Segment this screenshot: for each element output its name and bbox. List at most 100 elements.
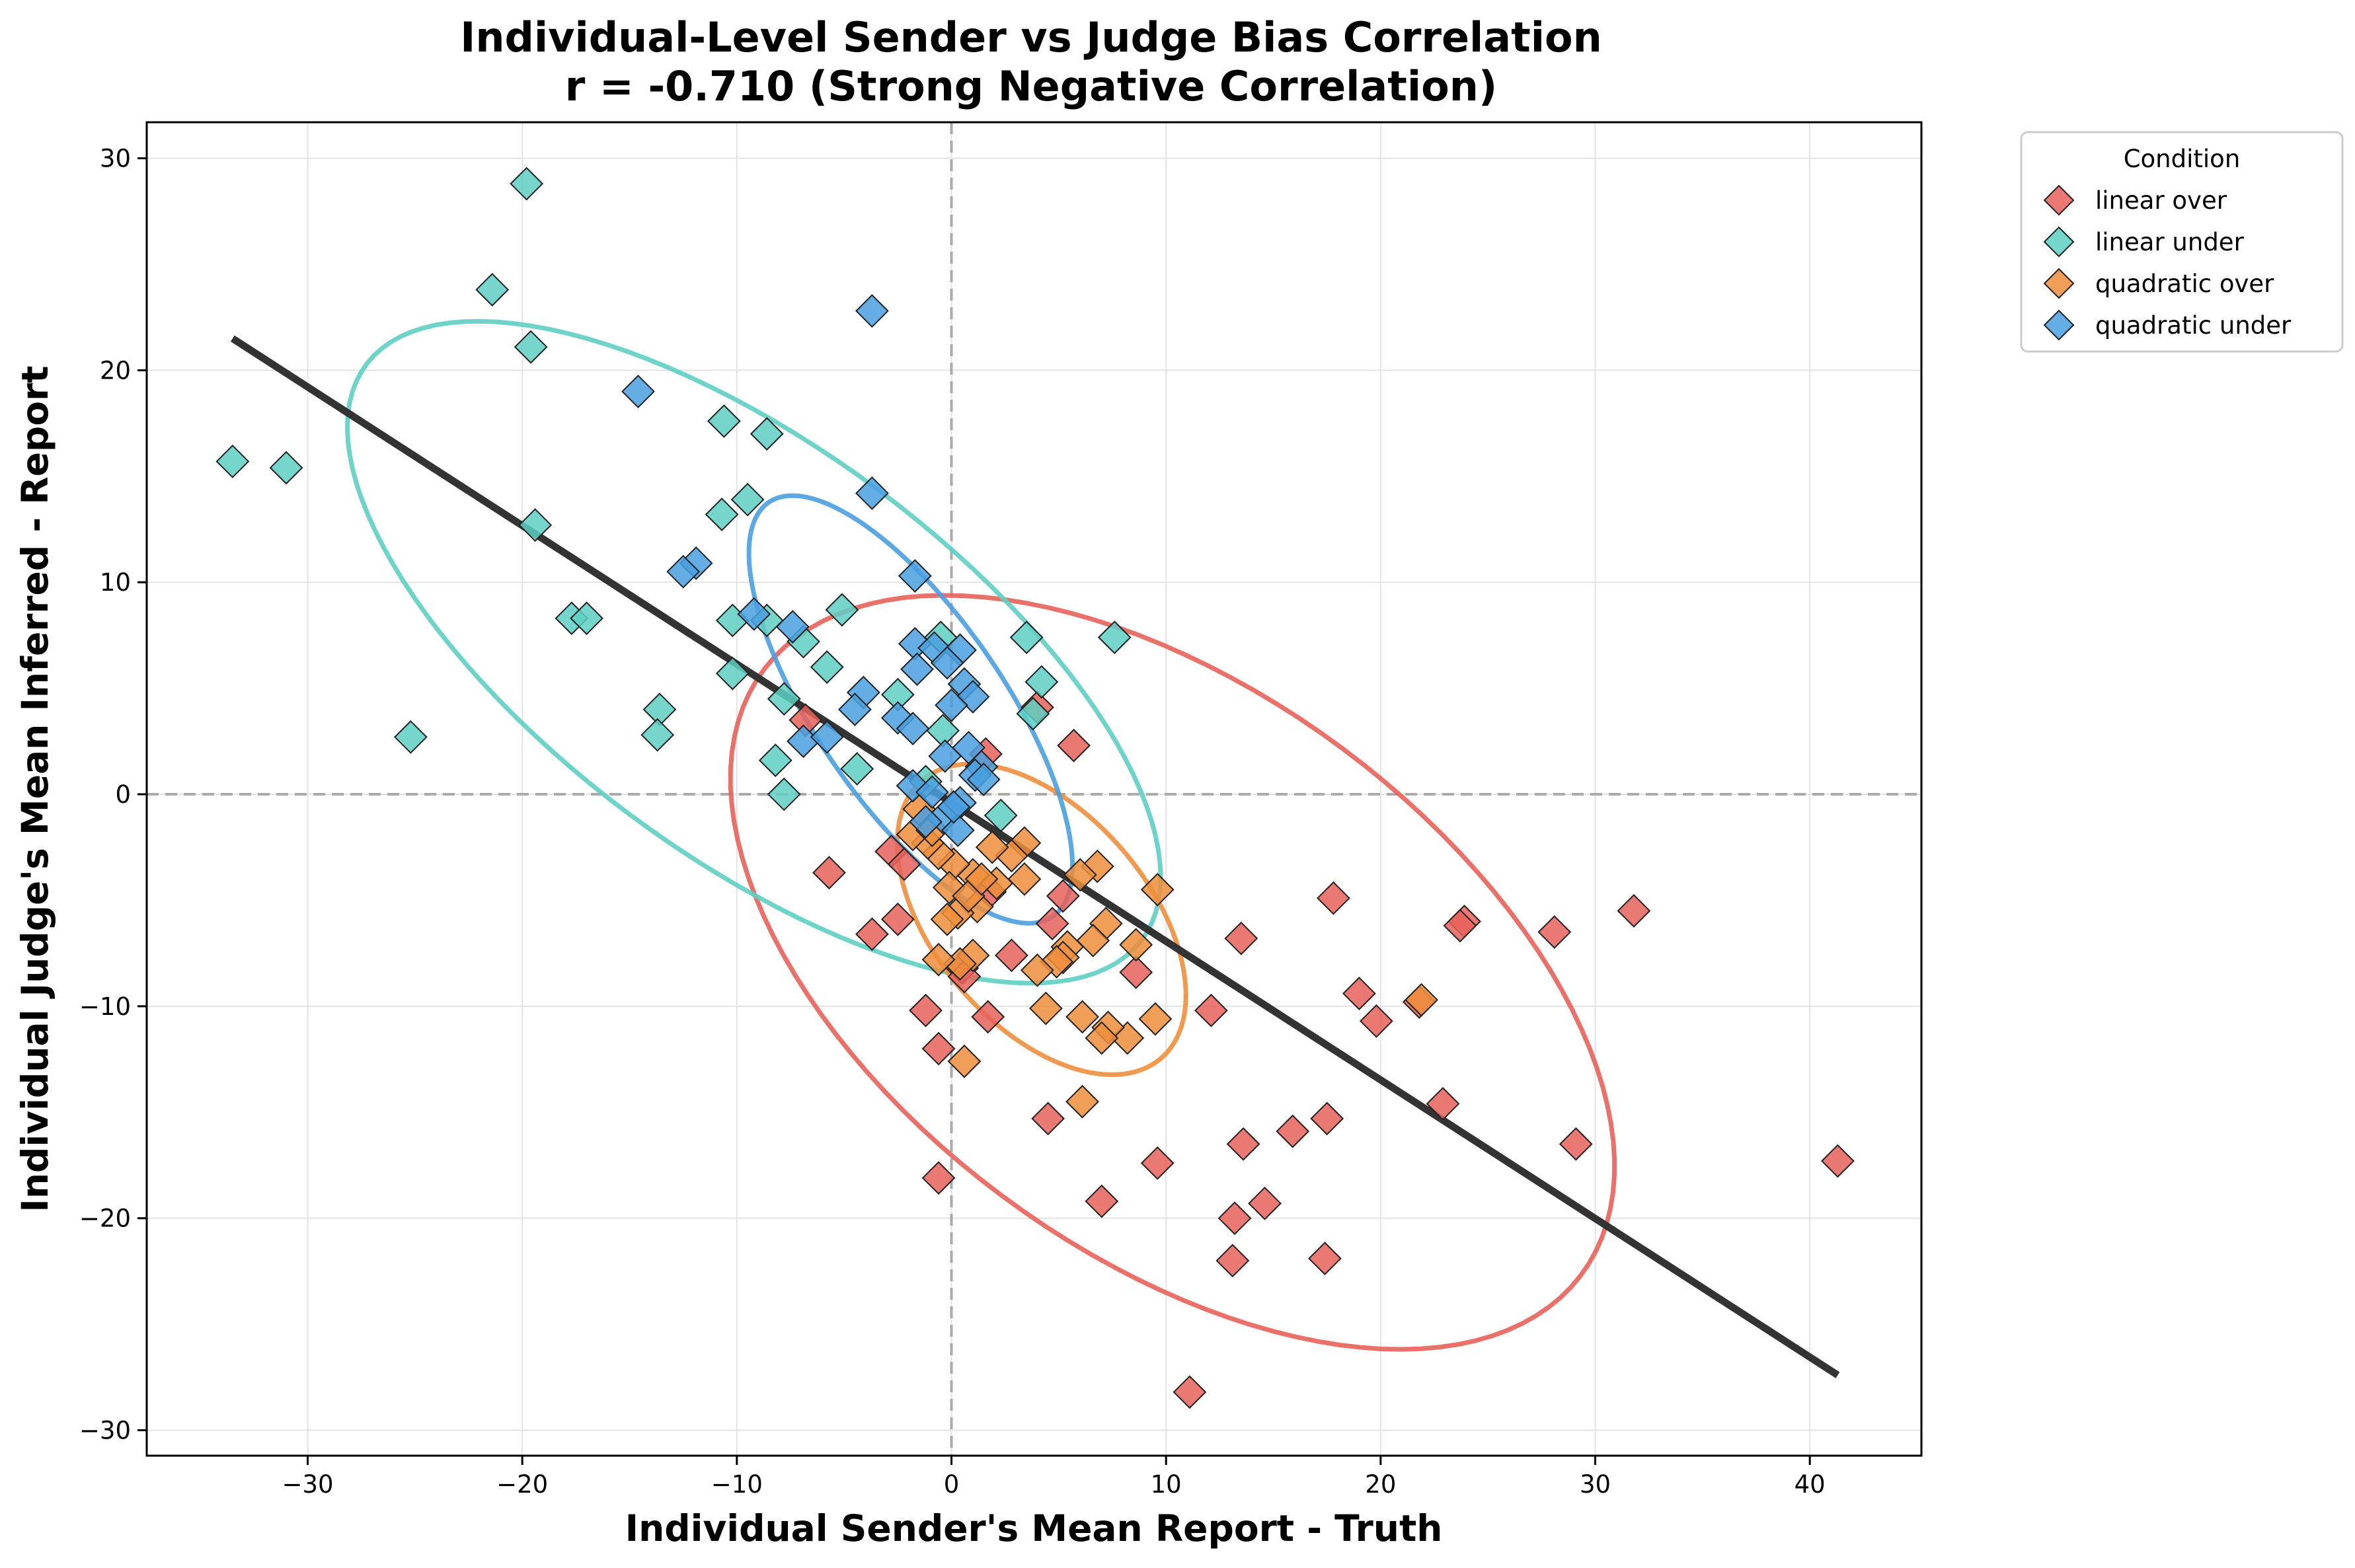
data-point bbox=[928, 739, 962, 773]
data-point bbox=[475, 273, 510, 307]
data-point bbox=[1138, 1002, 1173, 1036]
data-point bbox=[1359, 1004, 1393, 1038]
data-point bbox=[1224, 921, 1258, 955]
legend-marker bbox=[2043, 309, 2075, 341]
legend-item-quadratic-over: quadratic over bbox=[2043, 268, 2274, 299]
legend-marker bbox=[2043, 268, 2075, 299]
legend-label: linear under bbox=[2095, 228, 2245, 256]
grid bbox=[147, 122, 1921, 1456]
y-tick-label: 30 bbox=[100, 145, 131, 173]
data-point bbox=[737, 597, 771, 631]
data-point bbox=[837, 692, 872, 727]
plot-frame bbox=[145, 121, 1923, 1457]
data-point bbox=[921, 1161, 956, 1195]
data-point bbox=[880, 902, 915, 936]
y-tick-label: 20 bbox=[100, 356, 131, 385]
data-point bbox=[750, 417, 784, 451]
data-point bbox=[840, 752, 874, 786]
data-point bbox=[1057, 728, 1091, 763]
axis-ticks: −30 −20 −10 0 10 20 30 40 −30 −20 −10 0 10 20 30 bbox=[79, 145, 1826, 1499]
data-point bbox=[1035, 907, 1069, 941]
data-point bbox=[909, 993, 943, 1027]
legend-label: quadratic over bbox=[2095, 270, 2274, 298]
data-point bbox=[941, 813, 975, 847]
data-point bbox=[1063, 858, 1097, 892]
chart-subtitle: r = -0.710 (Strong Negative Correlation) bbox=[565, 62, 1497, 110]
data-point bbox=[1405, 983, 1438, 1017]
data-point bbox=[1173, 1375, 1207, 1409]
y-tick-label: −30 bbox=[79, 1417, 131, 1445]
data-point bbox=[730, 482, 765, 517]
data-point bbox=[1217, 1201, 1252, 1236]
data-point bbox=[1316, 881, 1350, 915]
data-point bbox=[900, 652, 934, 687]
data-point bbox=[705, 498, 739, 531]
data-point bbox=[937, 790, 971, 824]
data-point bbox=[810, 720, 844, 754]
data-point bbox=[1020, 953, 1054, 987]
regression-line-group bbox=[230, 335, 1840, 1378]
data-point bbox=[1046, 879, 1080, 913]
data-point bbox=[570, 601, 603, 636]
data-point bbox=[1617, 894, 1651, 928]
legend: Condition linear over linear under quadrat… bbox=[2020, 131, 2344, 353]
data-point bbox=[1537, 915, 1572, 949]
legend-label: linear over bbox=[2095, 186, 2227, 215]
legend-item-linear-under: linear under bbox=[2043, 226, 2245, 258]
data-point bbox=[1016, 696, 1050, 731]
x-tick-label: −10 bbox=[711, 1470, 763, 1499]
data-point bbox=[898, 559, 932, 593]
data-point bbox=[1009, 620, 1044, 655]
ellipse-linear-under bbox=[344, 318, 1163, 986]
series-quadratic-under bbox=[621, 294, 1001, 847]
confidence-ellipses bbox=[344, 318, 1617, 1352]
chart-title: Individual-Level Sender vs Judge Bias Co… bbox=[460, 13, 1602, 61]
data-points bbox=[215, 167, 1855, 1409]
series-linear-under bbox=[215, 167, 1132, 833]
data-point bbox=[909, 805, 943, 839]
data-point bbox=[1140, 1146, 1175, 1180]
x-tick-label: 0 bbox=[944, 1470, 960, 1499]
legend-item-quadratic-under: quadratic under bbox=[2043, 309, 2292, 341]
data-point bbox=[514, 330, 548, 364]
data-point bbox=[855, 917, 889, 952]
data-point bbox=[518, 508, 553, 542]
data-point bbox=[1342, 977, 1376, 1011]
data-point bbox=[1076, 923, 1110, 957]
data-point bbox=[715, 656, 750, 691]
data-point bbox=[1065, 1000, 1099, 1034]
legend-box bbox=[2020, 131, 2344, 353]
data-point bbox=[1119, 928, 1153, 962]
data-point bbox=[887, 847, 921, 881]
data-point bbox=[767, 777, 801, 811]
data-point bbox=[947, 1044, 982, 1078]
data-point bbox=[1119, 955, 1153, 989]
x-tick-label: −20 bbox=[496, 1470, 548, 1499]
data-point bbox=[975, 830, 1009, 864]
data-point bbox=[1308, 1242, 1342, 1276]
data-point bbox=[1216, 1244, 1250, 1278]
data-point bbox=[1226, 1127, 1260, 1161]
legend-label: quadratic under bbox=[2095, 311, 2292, 340]
ellipse-linear-over bbox=[728, 593, 1617, 1352]
data-point bbox=[930, 902, 964, 936]
x-axis-label: Individual Sender's Mean Report - Truth bbox=[625, 1507, 1443, 1549]
x-tick-label: 20 bbox=[1365, 1470, 1396, 1499]
data-point bbox=[1820, 1144, 1855, 1178]
data-point bbox=[215, 444, 250, 478]
x-tick-label: −30 bbox=[282, 1470, 333, 1499]
legend-item-linear-over: linear over bbox=[2043, 184, 2227, 216]
data-point bbox=[621, 375, 655, 408]
data-point bbox=[666, 554, 701, 589]
data-point bbox=[1426, 1087, 1460, 1121]
y-tick-label: 0 bbox=[115, 780, 131, 809]
data-point bbox=[775, 610, 810, 644]
x-tick-label: 30 bbox=[1580, 1470, 1611, 1499]
data-point bbox=[921, 942, 956, 977]
data-point bbox=[896, 712, 930, 745]
data-point bbox=[1097, 620, 1132, 655]
data-point bbox=[1028, 991, 1063, 1026]
data-point bbox=[1276, 1114, 1310, 1148]
